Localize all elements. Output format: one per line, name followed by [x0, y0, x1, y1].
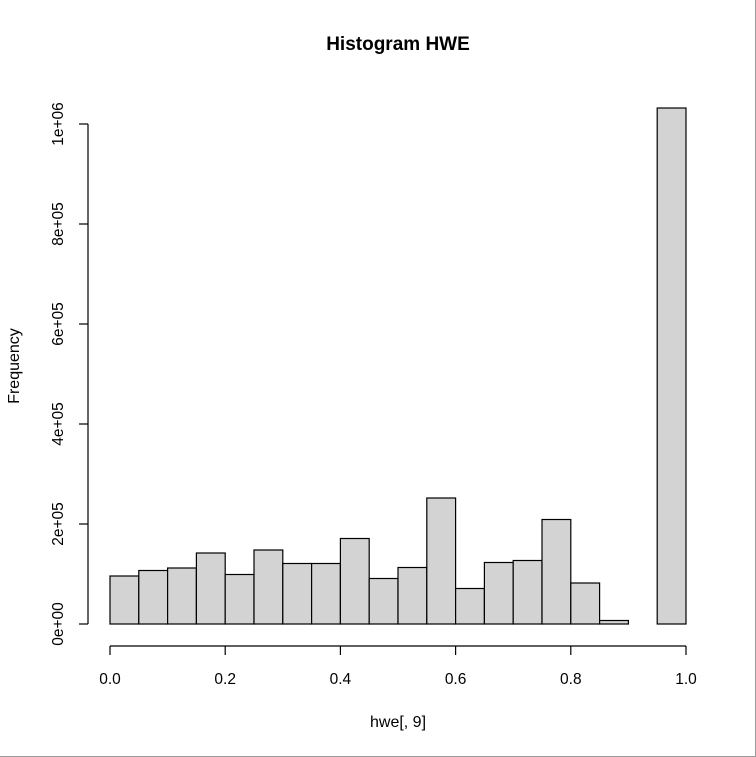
y-tick-label: 1e+06 — [50, 102, 67, 146]
histogram-bar — [109, 575, 140, 625]
x-tick-label: 0.2 — [214, 671, 236, 688]
histogram-bar — [455, 587, 486, 625]
histogram-bar — [224, 573, 255, 625]
y-tick-label: 2e+05 — [50, 502, 67, 546]
histogram-bar — [368, 577, 399, 625]
histogram-bar — [397, 566, 428, 625]
histogram-bar — [570, 582, 601, 625]
histogram-bar — [311, 562, 342, 625]
histogram-bar — [339, 537, 370, 625]
y-tick-label: 6e+05 — [50, 302, 67, 346]
y-axis-label: Frequency — [6, 328, 23, 404]
histogram-bar — [541, 518, 572, 625]
y-tick-label: 8e+05 — [50, 202, 67, 246]
x-tick-label: 0.0 — [99, 671, 121, 688]
x-tick-label: 1.0 — [675, 671, 697, 688]
histogram-bar — [253, 549, 284, 625]
bars-group — [109, 107, 687, 625]
chart-title: Histogram HWE — [326, 34, 470, 55]
x-tick-label: 0.8 — [560, 671, 582, 688]
y-tick-label: 0e+00 — [50, 602, 67, 646]
histogram-bar — [195, 552, 226, 625]
histogram-bar — [483, 561, 514, 625]
histogram-bar — [426, 497, 457, 625]
x-tick-label: 0.6 — [445, 671, 467, 688]
histogram-bar — [167, 567, 198, 625]
histogram-bar — [656, 107, 687, 625]
y-axis: 0e+00 2e+05 4e+05 6e+05 8e+05 1e+06 — [50, 102, 89, 646]
y-tick-label: 4e+05 — [50, 402, 67, 446]
x-axis: 0.0 0.2 0.4 0.6 0.8 1.0 — [99, 645, 697, 688]
x-axis-label: hwe[, 9] — [370, 714, 426, 731]
histogram-bar — [512, 559, 543, 625]
histogram-bar — [598, 619, 629, 625]
histogram-bar — [138, 569, 169, 625]
x-tick-label: 0.4 — [330, 671, 352, 688]
histogram-bar — [282, 562, 313, 625]
